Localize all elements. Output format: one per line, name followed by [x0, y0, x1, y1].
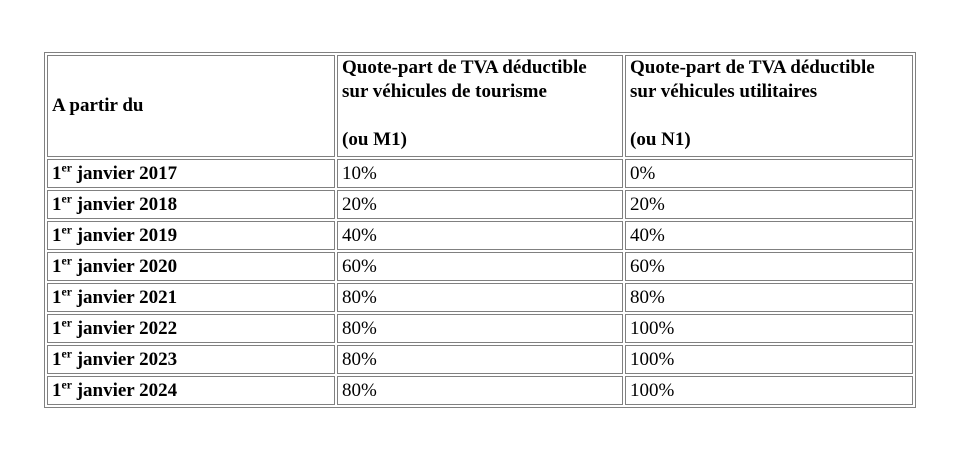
header-blank-line: [630, 104, 908, 128]
date-ordinal-superscript: er: [61, 316, 72, 330]
tourisme-percent-cell: 80%: [337, 345, 623, 374]
date-rest: janvier 2020: [71, 256, 178, 277]
date-day: 1: [52, 318, 62, 339]
date-cell: 1er janvier 2024: [47, 376, 335, 405]
date-day: 1: [52, 163, 62, 184]
table-row: 1er janvier 2018 20% 20%: [47, 190, 913, 219]
table-row: 1er janvier 2023 80% 100%: [47, 345, 913, 374]
date-cell: 1er janvier 2022: [47, 314, 335, 343]
date-ordinal-superscript: er: [61, 192, 72, 206]
date-ordinal-superscript: er: [61, 378, 72, 392]
utilitaires-percent-cell: 60%: [625, 252, 913, 281]
tourisme-percent-cell: 40%: [337, 221, 623, 250]
date-rest: janvier 2019: [71, 225, 178, 246]
date-rest: janvier 2018: [71, 194, 178, 215]
date-cell: 1er janvier 2023: [47, 345, 335, 374]
header-tourisme-code: (ou M1): [342, 129, 407, 150]
header-row: A partir du Quote-part de TVA déductible…: [47, 55, 913, 157]
date-ordinal-superscript: er: [61, 161, 72, 175]
date-cell: 1er janvier 2018: [47, 190, 335, 219]
date-day: 1: [52, 225, 62, 246]
date-day: 1: [52, 256, 62, 277]
utilitaires-percent-cell: 100%: [625, 314, 913, 343]
table-row: 1er janvier 2017 10% 0%: [47, 159, 913, 188]
date-day: 1: [52, 194, 62, 215]
table-row: 1er janvier 2020 60% 60%: [47, 252, 913, 281]
table-row: 1er janvier 2019 40% 40%: [47, 221, 913, 250]
date-day: 1: [52, 349, 62, 370]
header-blank-line: [342, 104, 618, 128]
utilitaires-percent-cell: 100%: [625, 376, 913, 405]
table-row: 1er janvier 2021 80% 80%: [47, 283, 913, 312]
utilitaires-percent-cell: 100%: [625, 345, 913, 374]
tourisme-percent-cell: 60%: [337, 252, 623, 281]
date-ordinal-superscript: er: [61, 347, 72, 361]
header-cell-a-partir-du: A partir du: [47, 55, 335, 157]
date-rest: janvier 2021: [71, 287, 178, 308]
date-rest: janvier 2024: [71, 380, 178, 401]
date-ordinal-superscript: er: [61, 223, 72, 237]
tourisme-percent-cell: 80%: [337, 376, 623, 405]
header-cell-tourisme: Quote-part de TVA déductible sur véhicul…: [337, 55, 623, 157]
tourisme-percent-cell: 80%: [337, 314, 623, 343]
header-cell-utilitaires: Quote-part de TVA déductible sur véhicul…: [625, 55, 913, 157]
tourisme-percent-cell: 20%: [337, 190, 623, 219]
table-row: 1er janvier 2022 80% 100%: [47, 314, 913, 343]
table-row: 1er janvier 2024 80% 100%: [47, 376, 913, 405]
tourisme-percent-cell: 10%: [337, 159, 623, 188]
tourisme-percent-cell: 80%: [337, 283, 623, 312]
date-rest: janvier 2017: [71, 163, 178, 184]
date-cell: 1er janvier 2021: [47, 283, 335, 312]
header-tourisme-title-line2: sur véhicules de tourisme: [342, 81, 547, 102]
date-cell: 1er janvier 2020: [47, 252, 335, 281]
utilitaires-percent-cell: 80%: [625, 283, 913, 312]
utilitaires-percent-cell: 20%: [625, 190, 913, 219]
date-rest: janvier 2022: [71, 318, 178, 339]
header-utilitaires-title-line1: Quote-part de TVA déductible: [630, 57, 875, 78]
date-cell: 1er janvier 2019: [47, 221, 335, 250]
date-cell: 1er janvier 2017: [47, 159, 335, 188]
header-utilitaires-code: (ou N1): [630, 129, 691, 150]
utilitaires-percent-cell: 0%: [625, 159, 913, 188]
header-tourisme-title-line1: Quote-part de TVA déductible: [342, 57, 587, 78]
date-day: 1: [52, 287, 62, 308]
utilitaires-percent-cell: 40%: [625, 221, 913, 250]
date-day: 1: [52, 380, 62, 401]
date-rest: janvier 2023: [71, 349, 178, 370]
tva-deductible-table: A partir du Quote-part de TVA déductible…: [44, 52, 916, 408]
header-utilitaires-title-line2: sur véhicules utilitaires: [630, 81, 818, 102]
date-ordinal-superscript: er: [61, 285, 72, 299]
date-ordinal-superscript: er: [61, 254, 72, 268]
